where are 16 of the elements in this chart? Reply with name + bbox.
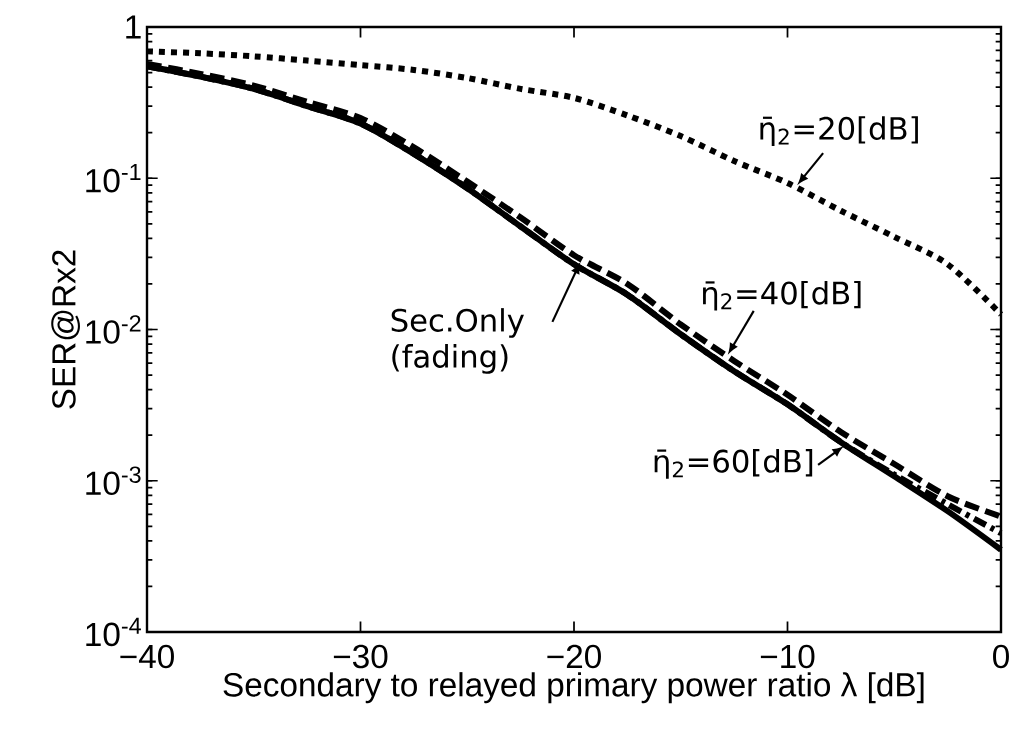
annotation: η̄$_{2}$=40[dB] [703, 280, 861, 311]
y-tick-label: 10$^{-3}$ [86, 466, 141, 496]
annotation: η̄$_{2}$=60[dB] [654, 449, 813, 479]
x-tick-label: −30 [333, 644, 388, 669]
y-tick-label: 1 [126, 15, 141, 39]
x-tick-label: −10 [760, 644, 815, 669]
x-tick-label: −40 [120, 644, 174, 669]
y-tick-label: 10$^{-4}$ [86, 617, 141, 647]
x-tick-label: 0 [993, 644, 1009, 669]
x-axis-title: Secondary to relayed primary power ratio λ [dB] [223, 672, 924, 704]
annotation: η̄$_{2}$=20[dB] [760, 116, 918, 146]
y-axis-title: SER@Rx2 [51, 250, 80, 409]
y-tick-label: 10$^{-2}$ [86, 315, 141, 344]
annotation: Sec.Only (fading) [391, 308, 524, 374]
x-tick-label: −20 [547, 644, 601, 669]
y-tick-label: 10$^{-1}$ [86, 164, 141, 193]
